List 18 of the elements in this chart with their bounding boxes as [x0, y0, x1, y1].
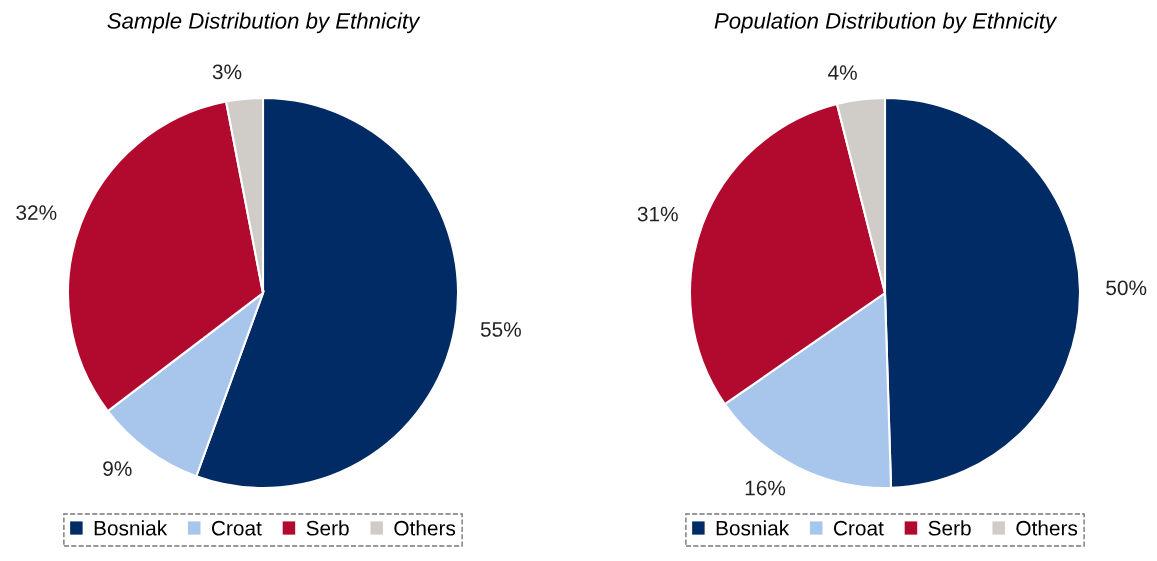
data-label: 4% — [828, 65, 857, 80]
chart-title: Sample Distribution by Ethnicity — [107, 12, 421, 34]
data-label: 50% — [1106, 280, 1147, 296]
legend-label: Others — [1016, 520, 1078, 536]
legend-label: Bosniak — [716, 520, 790, 536]
data-label: 9% — [103, 461, 132, 477]
data-label: 31% — [637, 206, 678, 222]
legend-label: Croat — [211, 520, 262, 536]
chart-title: Population Distribution by Ethnicity — [714, 12, 1058, 34]
data-label: 55% — [480, 322, 521, 337]
data-label: 16% — [745, 480, 786, 496]
data-label: 32% — [16, 205, 57, 220]
legend-label: Bosniak — [94, 520, 168, 536]
legend-label: Serb — [306, 520, 349, 536]
legend-label: Others — [394, 520, 456, 536]
legend-label: Serb — [928, 520, 971, 536]
legend-label: Croat — [833, 520, 884, 536]
data-label: 3% — [212, 64, 242, 80]
